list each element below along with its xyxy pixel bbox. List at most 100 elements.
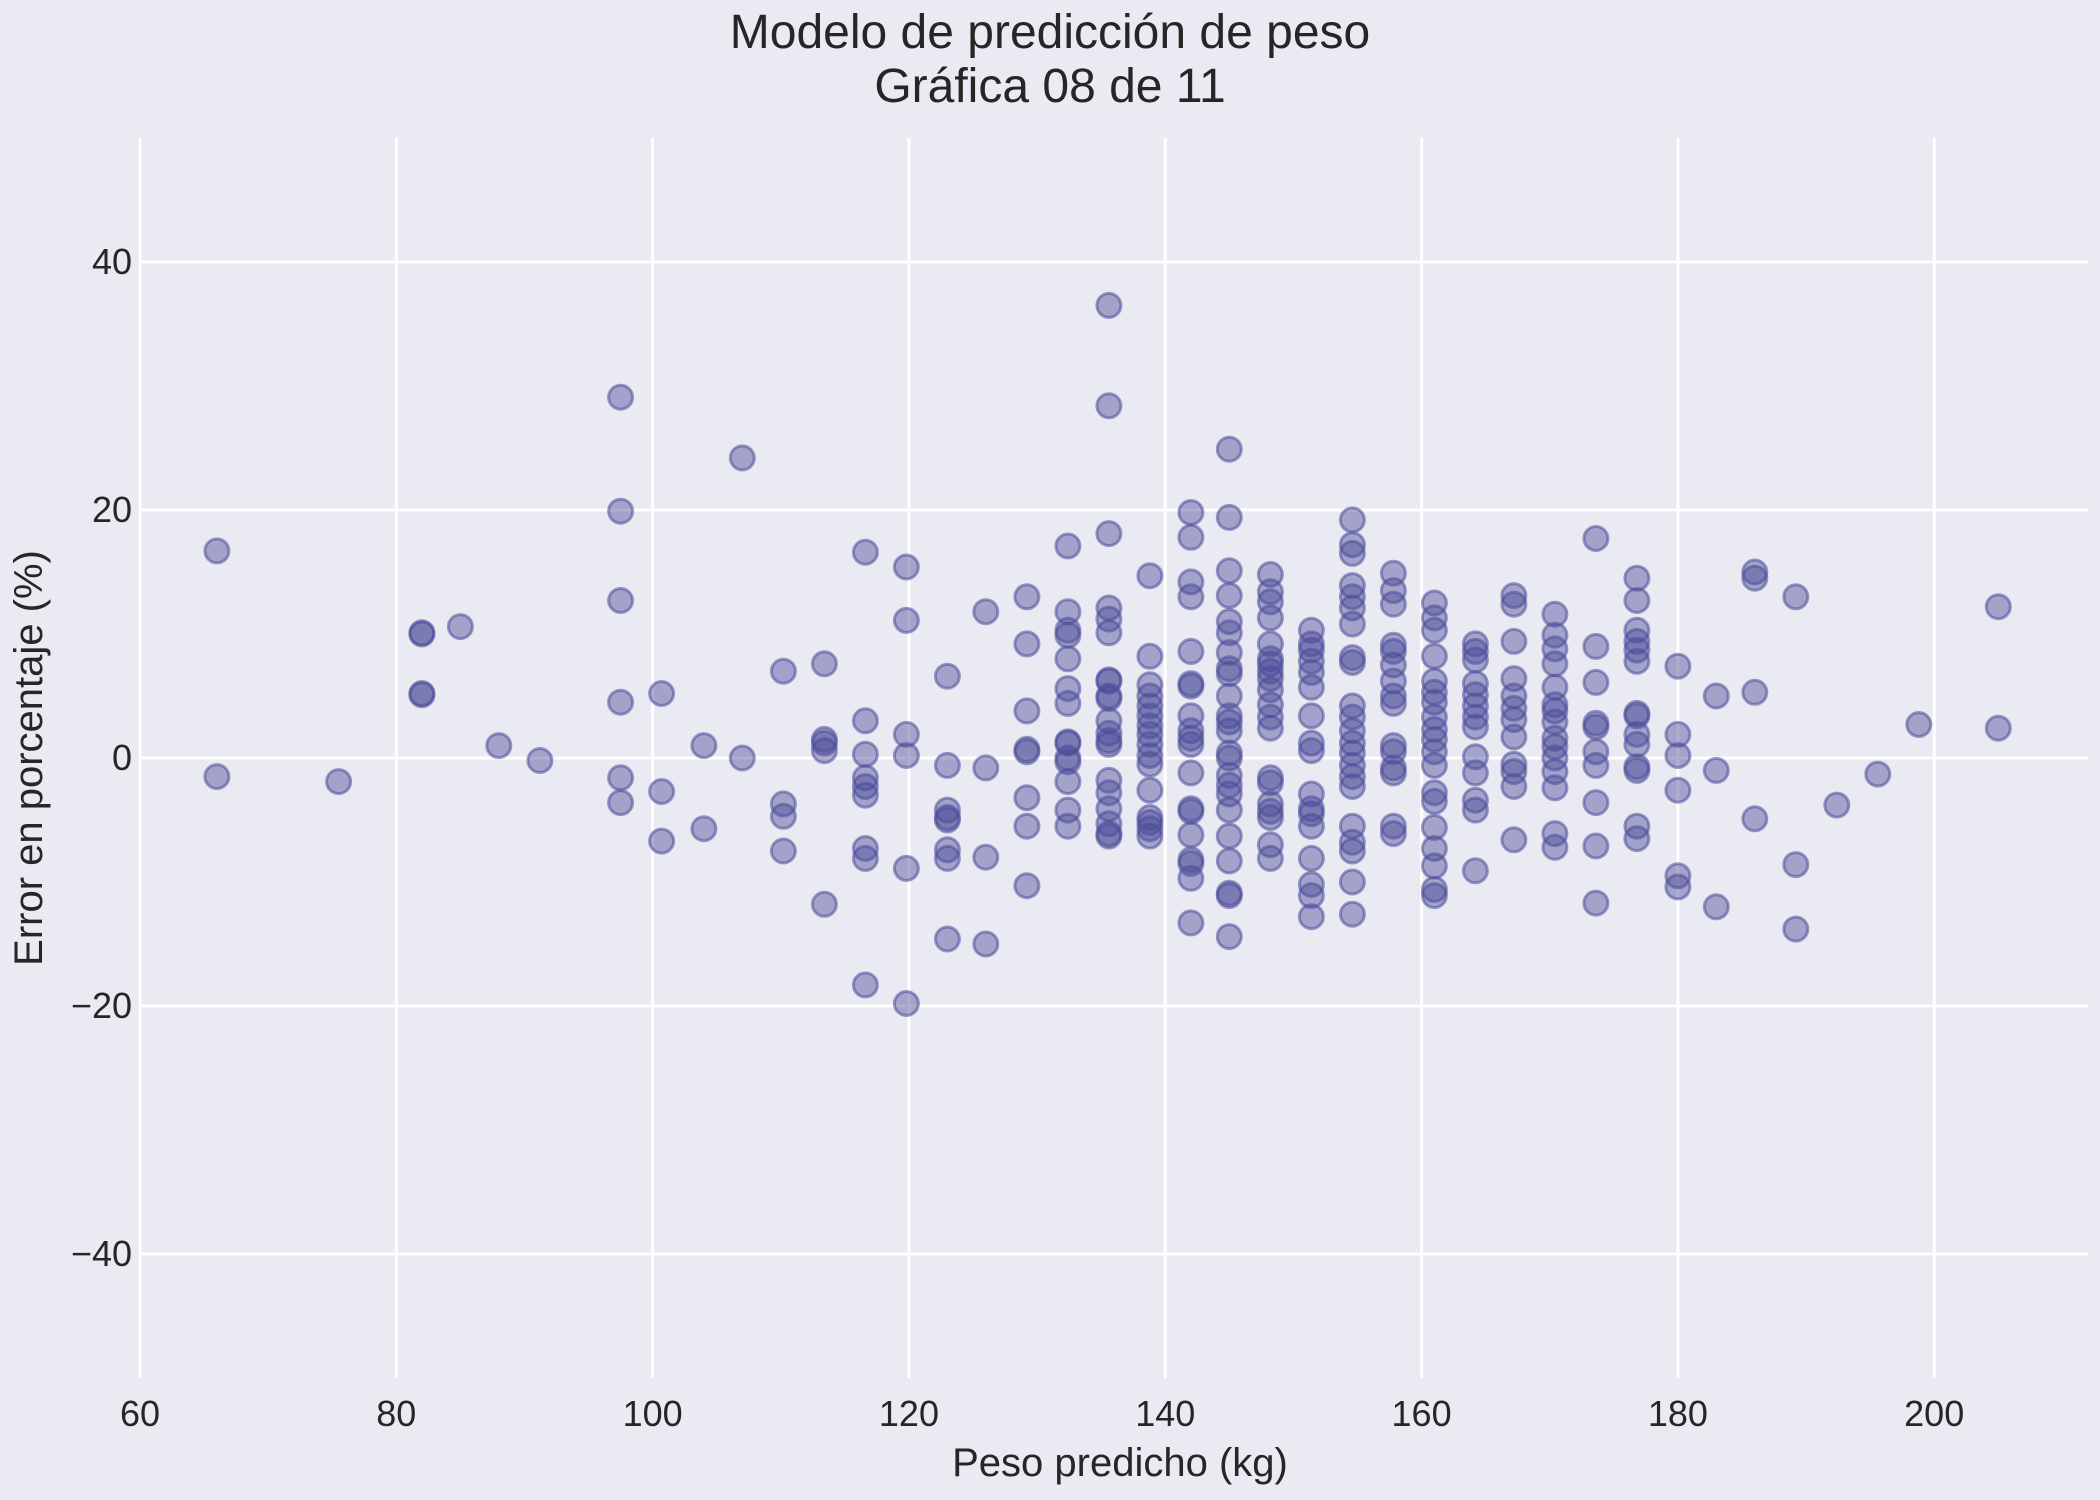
data-point — [892, 553, 920, 581]
data-point — [1256, 804, 1284, 831]
data-point — [1702, 893, 1730, 921]
data-point — [769, 657, 797, 685]
data-point — [1095, 619, 1123, 647]
data-point — [1379, 682, 1407, 710]
data-point — [1215, 847, 1243, 875]
data-point — [1741, 558, 1769, 586]
data-point — [972, 598, 1000, 626]
data-point — [1500, 627, 1528, 655]
data-point — [1379, 689, 1407, 717]
data-point — [769, 837, 797, 865]
data-point — [1297, 903, 1325, 931]
data-point — [1338, 900, 1366, 928]
data-point — [892, 606, 920, 634]
data-point — [1177, 499, 1205, 526]
data-point — [1461, 759, 1489, 787]
y-tick-label: 40 — [92, 241, 132, 282]
data-point — [1338, 506, 1366, 534]
data-point — [203, 763, 231, 791]
y-tick-label: −20 — [71, 985, 132, 1026]
data-point — [810, 650, 838, 678]
data-point — [1013, 872, 1041, 900]
data-point — [1461, 796, 1489, 824]
data-point — [1741, 678, 1769, 706]
data-point — [1541, 820, 1569, 848]
data-point — [1582, 889, 1610, 917]
data-point — [1379, 590, 1407, 618]
data-point — [1461, 637, 1489, 665]
x-tick-label: 160 — [1392, 1393, 1452, 1434]
data-point — [769, 802, 797, 830]
data-point — [972, 754, 1000, 782]
data-point — [1177, 759, 1205, 787]
data-point — [1541, 621, 1569, 649]
data-point — [1013, 583, 1041, 611]
data-point — [933, 925, 961, 953]
data-point — [1215, 557, 1243, 585]
data-point — [1623, 702, 1651, 730]
data-point — [1054, 621, 1082, 649]
data-point — [1461, 786, 1489, 814]
data-point — [933, 844, 961, 872]
data-point — [1215, 822, 1243, 850]
data-point — [1664, 742, 1692, 769]
data-point — [1095, 685, 1123, 712]
data-point — [1379, 637, 1407, 665]
y-tick-label: 20 — [92, 489, 132, 530]
data-point — [1782, 583, 1810, 611]
data-point — [810, 890, 838, 918]
data-point — [446, 613, 474, 641]
data-point — [1541, 833, 1569, 861]
data-point — [325, 768, 353, 796]
data-point — [1582, 738, 1610, 766]
data-point — [1500, 826, 1528, 854]
y-tick-label: −40 — [71, 1233, 132, 1274]
data-point — [1013, 630, 1041, 658]
data-point — [1338, 763, 1366, 791]
data-point — [1297, 812, 1325, 840]
data-point — [1582, 525, 1610, 552]
data-point — [1215, 923, 1243, 951]
data-point — [607, 383, 635, 411]
data-point — [1136, 742, 1164, 769]
data-point — [408, 681, 436, 709]
data-point — [1623, 647, 1651, 675]
data-point — [1420, 852, 1448, 880]
data-points — [203, 291, 2012, 1017]
data-point — [648, 827, 676, 855]
data-point — [1177, 583, 1205, 611]
data-point — [485, 732, 513, 760]
data-point — [972, 930, 1000, 958]
grid-lines — [138, 138, 2088, 1378]
data-point — [1500, 723, 1528, 751]
data-point — [1664, 873, 1692, 901]
data-point — [1984, 593, 2012, 621]
data-point — [1461, 703, 1489, 731]
data-point — [1297, 673, 1325, 701]
data-point — [1215, 582, 1243, 610]
x-tick-label: 180 — [1648, 1393, 1708, 1434]
data-point — [1623, 564, 1651, 592]
data-point — [1256, 714, 1284, 742]
data-point — [1215, 619, 1243, 647]
data-point — [1379, 759, 1407, 787]
chart-title: Modelo de predicción de peso — [730, 6, 1370, 59]
data-point — [203, 537, 231, 565]
data-point — [607, 688, 635, 716]
data-point — [1136, 815, 1164, 843]
data-point — [1136, 692, 1164, 720]
data-point — [1256, 769, 1284, 797]
data-point — [1297, 702, 1325, 730]
data-point — [1013, 738, 1041, 766]
x-tick-label: 60 — [120, 1393, 160, 1434]
data-point — [1864, 760, 1892, 788]
data-point — [851, 835, 879, 862]
data-point — [607, 789, 635, 817]
data-point — [1420, 716, 1448, 743]
x-tick-label: 100 — [623, 1393, 683, 1434]
data-point — [1338, 703, 1366, 731]
data-point — [810, 729, 838, 757]
data-point — [851, 773, 879, 800]
data-point — [1338, 828, 1366, 856]
data-point — [1256, 790, 1284, 818]
